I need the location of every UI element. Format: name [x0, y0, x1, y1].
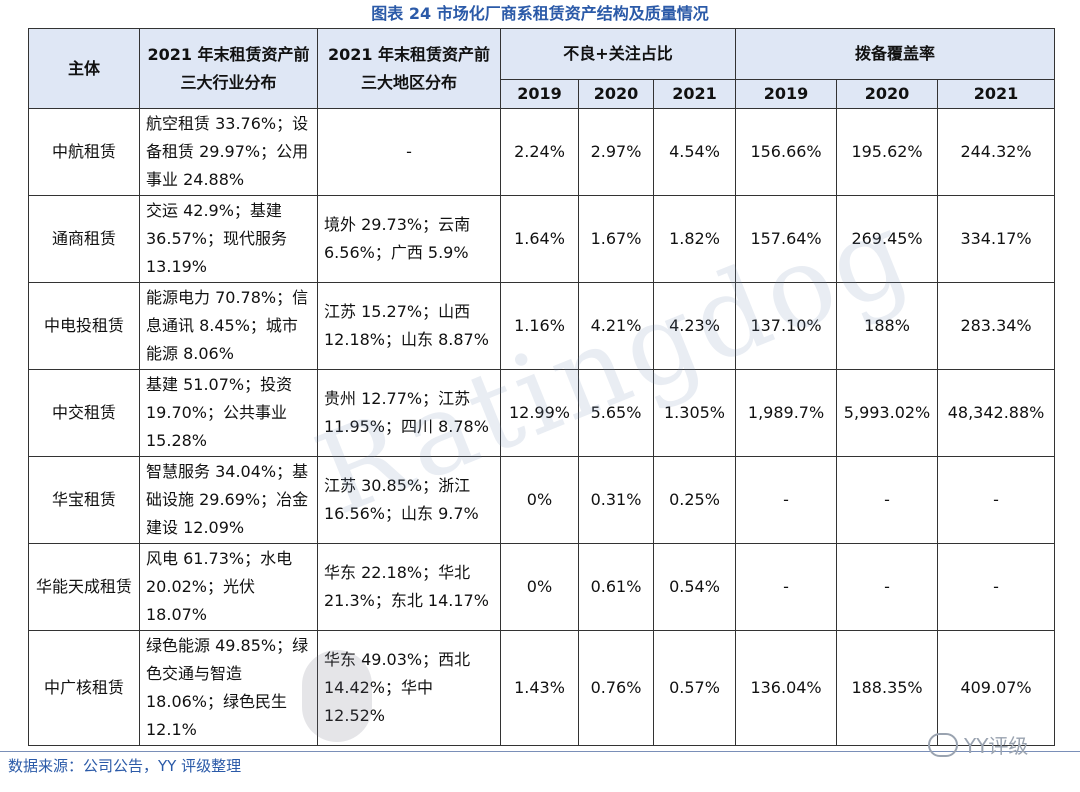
coverage-cell: 1,989.7% [735, 369, 838, 457]
coverage-cell: 156.66% [735, 108, 838, 196]
header-coverage-year: 2019 [735, 79, 838, 109]
header-row-2: 2019 2020 2021 2019 2020 2021 [29, 79, 1056, 109]
coverage-cell: 195.62% [836, 108, 939, 196]
industry-cell: 绿色能源 49.85%；绿色交通与智造 18.06%；绿色民生 12.1% [139, 630, 318, 746]
subject-cell: 中电投租赁 [28, 282, 140, 370]
region-cell: 贵州 12.77%；江苏 11.95%；四川 8.78% [317, 369, 501, 457]
header-npl-year: 2020 [578, 79, 654, 109]
npl-cell: 12.99% [500, 369, 579, 457]
header-coverage-year: 2020 [836, 79, 939, 109]
region-cell: 江苏 15.27%；山西 12.18%；山东 8.87% [317, 282, 501, 370]
coverage-cell: - [836, 456, 939, 544]
coverage-cell: 188% [836, 282, 939, 370]
coverage-cell: 48,342.88% [937, 369, 1056, 457]
coverage-cell: - [735, 543, 838, 631]
region-cell: 境外 29.73%；云南 6.56%；广西 5.9% [317, 195, 501, 283]
coverage-cell: - [937, 456, 1056, 544]
header-npl-year: 2021 [652, 79, 737, 109]
header-industry: 2021 年末租赁资产前三大行业分布 [139, 28, 318, 109]
npl-cell: 0.54% [652, 543, 737, 631]
coverage-cell: 283.34% [937, 282, 1056, 370]
region-cell: 华东 22.18%；华北 21.3%；东北 14.17% [317, 543, 501, 631]
npl-cell: 4.23% [652, 282, 737, 370]
coverage-cell: - [836, 543, 939, 631]
wechat-label: YY评级 [964, 734, 1029, 758]
region-cell: 江苏 30.85%；浙江 16.56%；山东 9.7% [317, 456, 501, 544]
table-row: 通商租赁 交运 42.9%；基建 36.57%；现代服务 13.19% 境外 2… [28, 195, 1056, 283]
npl-cell: 1.67% [578, 195, 654, 283]
footer-divider [0, 751, 1080, 752]
coverage-cell: 137.10% [735, 282, 838, 370]
subject-cell: 中广核租赁 [28, 630, 140, 746]
industry-cell: 能源电力 70.78%；信息通讯 8.45%；城市能源 8.06% [139, 282, 318, 370]
coverage-cell: 334.17% [937, 195, 1056, 283]
coverage-cell: 157.64% [735, 195, 838, 283]
subject-cell: 中航租赁 [28, 108, 140, 196]
npl-cell: 5.65% [578, 369, 654, 457]
subject-cell: 中交租赁 [28, 369, 140, 457]
wechat-icon [928, 732, 958, 757]
source-note: 数据来源：公司公告，YY 评级整理 [8, 757, 242, 775]
coverage-cell: - [735, 456, 838, 544]
npl-cell: 2.97% [578, 108, 654, 196]
npl-cell: 0.76% [578, 630, 654, 746]
header-row-1: 主体 2021 年末租赁资产前三大行业分布 2021 年末租赁资产前三大地区分布… [28, 28, 1056, 109]
npl-cell: 1.64% [500, 195, 579, 283]
table-row: 华宝租赁 智慧服务 34.04%；基础设施 29.69%；冶金建设 12.09%… [28, 456, 1056, 544]
npl-cell: 1.43% [500, 630, 579, 746]
npl-cell: 4.54% [652, 108, 737, 196]
region-cell: - [317, 108, 501, 196]
coverage-cell: 244.32% [937, 108, 1056, 196]
coverage-cell: 5,993.02% [836, 369, 939, 457]
table-row: 中电投租赁 能源电力 70.78%；信息通讯 8.45%；城市能源 8.06% … [28, 282, 1056, 370]
subject-cell: 华宝租赁 [28, 456, 140, 544]
table-row: 中交租赁 基建 51.07%；投资 19.70%；公共事业 15.28% 贵州 … [28, 369, 1056, 457]
subject-cell: 通商租赁 [28, 195, 140, 283]
table-row: 华能天成租赁 风电 61.73%；水电 20.02%；光伏 18.07% 华东 … [28, 543, 1056, 631]
header-region: 2021 年末租赁资产前三大地区分布 [317, 28, 501, 109]
coverage-cell: 188.35% [836, 630, 939, 746]
npl-cell: 0.57% [652, 630, 737, 746]
npl-cell: 4.21% [578, 282, 654, 370]
npl-cell: 0% [500, 543, 579, 631]
industry-cell: 智慧服务 34.04%；基础设施 29.69%；冶金建设 12.09% [139, 456, 318, 544]
header-npl-group: 不良+关注占比 [499, 28, 737, 80]
npl-cell: 2.24% [500, 108, 579, 196]
npl-cell: 0.31% [578, 456, 654, 544]
figure-title: 图表 24 市场化厂商系租赁资产结构及质量情况 [371, 4, 709, 23]
npl-cell: 1.16% [500, 282, 579, 370]
wechat-badge: YY评级 [928, 730, 1028, 759]
npl-cell: 1.305% [652, 369, 737, 457]
header-npl-year: 2019 [500, 79, 579, 109]
coverage-cell: 136.04% [735, 630, 838, 746]
subject-cell: 华能天成租赁 [28, 543, 140, 631]
industry-cell: 航空租赁 33.76%；设备租赁 29.97%；公用事业 24.88% [139, 108, 318, 196]
npl-cell: 1.82% [652, 195, 737, 283]
asset-quality-table: 主体 2021 年末租赁资产前三大行业分布 2021 年末租赁资产前三大地区分布… [28, 28, 1056, 746]
region-cell: 华东 49.03%；西北 14.42%；华中 12.52% [317, 630, 501, 746]
industry-cell: 基建 51.07%；投资 19.70%；公共事业 15.28% [139, 369, 318, 457]
coverage-cell: - [937, 543, 1056, 631]
table-row: 中广核租赁 绿色能源 49.85%；绿色交通与智造 18.06%；绿色民生 12… [28, 630, 1056, 746]
header-coverage-group: 拨备覆盖率 [735, 28, 1056, 80]
industry-cell: 风电 61.73%；水电 20.02%；光伏 18.07% [139, 543, 318, 631]
header-subject: 主体 [28, 28, 140, 109]
header-coverage-year: 2021 [937, 79, 1056, 109]
industry-cell: 交运 42.9%；基建 36.57%；现代服务 13.19% [139, 195, 318, 283]
npl-cell: 0.61% [578, 543, 654, 631]
coverage-cell: 269.45% [836, 195, 939, 283]
coverage-cell: 409.07% [937, 630, 1056, 746]
npl-cell: 0% [500, 456, 579, 544]
npl-cell: 0.25% [652, 456, 737, 544]
table-row: 中航租赁 航空租赁 33.76%；设备租赁 29.97%；公用事业 24.88%… [28, 108, 1056, 196]
